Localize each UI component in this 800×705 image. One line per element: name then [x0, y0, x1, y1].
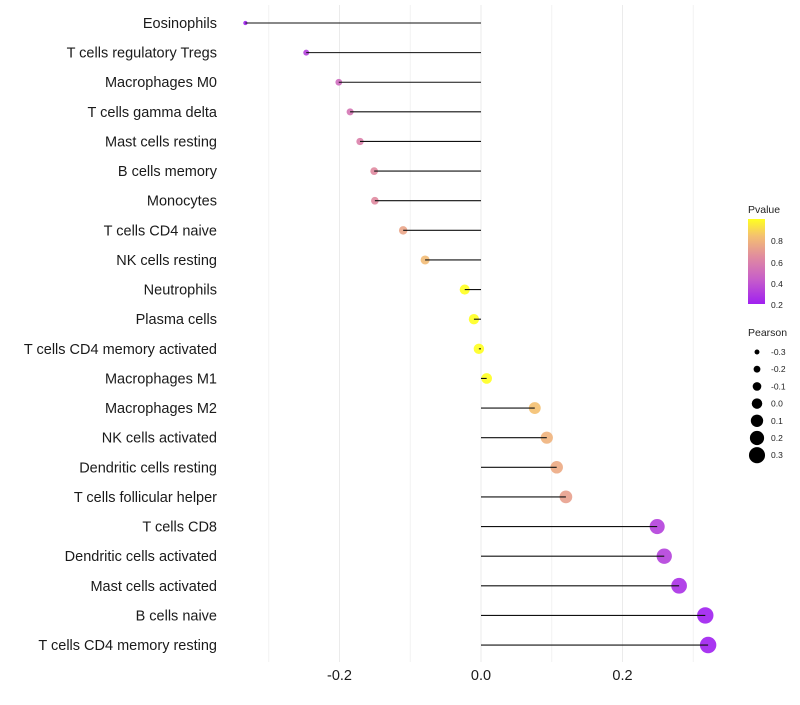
y-tick-label: NK cells resting [116, 253, 217, 269]
y-tick-label: B cells memory [118, 164, 218, 180]
legend-color-tick: 0.6 [771, 258, 783, 268]
legend-size-dot [748, 447, 766, 464]
y-tick-label: T cells CD8 [142, 520, 217, 536]
y-tick-label: Macrophages M0 [105, 75, 217, 91]
legend-color-tick: 0.2 [771, 300, 783, 310]
legend-size-label: -0.1 [771, 381, 786, 391]
legend-size-label: 0.2 [771, 433, 783, 443]
x-tick-label: 0.2 [612, 668, 632, 684]
y-tick-label: T cells follicular helper [74, 490, 217, 506]
legend-size-label: 0.3 [771, 450, 783, 460]
legend-color-title: Pvalue [748, 204, 780, 216]
point [459, 284, 470, 295]
y-tick-label: B cells naive [136, 608, 217, 624]
y-tick-label: Dendritic cells activated [65, 549, 217, 565]
legend-color-tick: 0.4 [771, 279, 783, 289]
marks [243, 20, 717, 654]
legend-size-label: -0.2 [771, 364, 786, 374]
y-tick-label: T cells gamma delta [88, 105, 218, 121]
legend-size-label: 0.0 [771, 399, 783, 409]
x-tick-label: 0.0 [471, 668, 491, 684]
legend-size-dot [752, 382, 762, 391]
y-tick-label: Macrophages M1 [105, 371, 217, 387]
legend-size-dot [749, 430, 765, 446]
legend-size-dot [753, 365, 761, 373]
legend-size-dot [751, 398, 763, 409]
y-tick-label: Plasma cells [136, 312, 217, 328]
point [697, 607, 714, 624]
y-tick-label: Mast cells resting [105, 134, 217, 150]
y-axis-labels: Eosinophils T cells regulatory Tregs Macro… [24, 16, 218, 654]
y-tick-label: Monocytes [147, 194, 217, 210]
y-tick-label: Mast cells activated [90, 579, 217, 595]
legend-color-tick: 0.8 [771, 236, 783, 246]
legend-size-label: -0.3 [771, 347, 786, 357]
grid [268, 5, 694, 662]
legend-size-dot [754, 349, 760, 355]
y-tick-label: T cells CD4 naive [104, 223, 217, 239]
point [370, 167, 379, 175]
y-tick-label: Eosinophils [143, 16, 217, 32]
y-tick-label: Neutrophils [144, 283, 217, 299]
x-tick-label: -0.2 [327, 668, 352, 684]
legend-size-dot [750, 414, 764, 427]
y-tick-label: NK cells activated [102, 431, 217, 447]
x-axis-labels: -0.2 0.0 0.2 [327, 668, 633, 684]
y-tick-label: T cells regulatory Tregs [67, 46, 217, 62]
y-tick-label: T cells CD4 memory activated [24, 342, 217, 358]
legend: Pvalue 0.8 0.6 0.4 0.2 Pearson -0.3 -0.2 -… [748, 204, 787, 464]
legend-size-label: 0.1 [771, 416, 783, 426]
y-tick-label: Macrophages M2 [105, 401, 217, 417]
y-tick-label: Dendritic cells resting [79, 460, 217, 476]
legend-size-title: Pearson [748, 327, 787, 339]
legend-colorbar [748, 219, 765, 304]
y-tick-label: T cells CD4 memory resting [38, 638, 217, 654]
